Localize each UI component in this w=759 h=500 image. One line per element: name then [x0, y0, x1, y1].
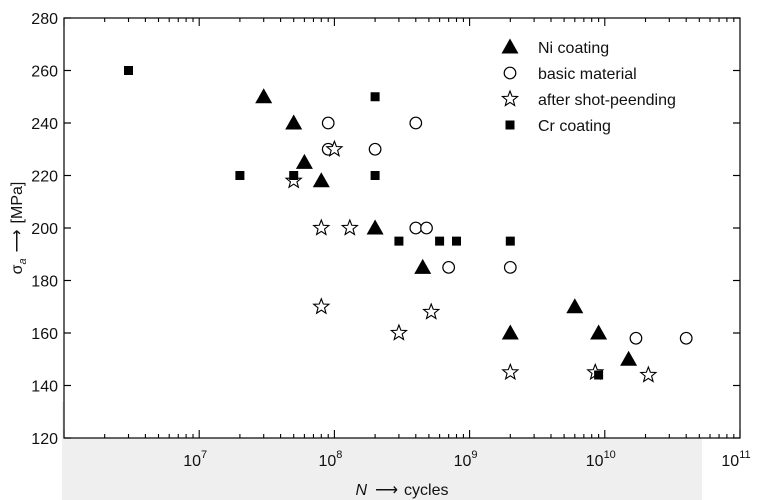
y-tick-label: 200 — [31, 221, 58, 238]
x-tick-base: 10 — [183, 453, 201, 470]
x-tick-exponent: 9 — [471, 449, 477, 461]
y-axis-subscript: a — [17, 258, 29, 264]
y-axis-label: σa⟶[MPa] — [9, 182, 29, 275]
x-axis-symbol: N — [356, 482, 368, 499]
data-point — [629, 331, 643, 345]
legend-label: Cr coating — [538, 118, 611, 135]
data-point — [501, 324, 519, 340]
data-point — [620, 350, 638, 366]
data-points — [124, 66, 693, 383]
data-point — [414, 258, 432, 274]
y-tick-label: 220 — [31, 169, 58, 186]
x-axis-unit: cycles — [404, 482, 448, 499]
x-tick-label: 108 — [318, 449, 342, 470]
x-axis-label: N ⟶ cycles — [356, 482, 449, 499]
y-tick-label: 240 — [31, 116, 58, 133]
legend-marker — [505, 120, 515, 130]
data-point — [409, 221, 423, 235]
legend: Ni coating basic material after shot-peend… — [500, 38, 676, 135]
x-tick-exponent: 10 — [604, 449, 616, 461]
data-point — [420, 221, 433, 235]
data-point — [442, 260, 456, 274]
series-0 — [255, 88, 638, 366]
x-tick-label: 1011 — [721, 449, 750, 470]
y-tick-label: 140 — [31, 379, 58, 396]
x-tick-base: 10 — [721, 453, 739, 470]
x-tick-base: 10 — [454, 453, 472, 470]
y-axis-unit: [MPa] — [9, 182, 26, 224]
legend-label: Ni coating — [538, 40, 609, 57]
data-point — [370, 92, 380, 102]
data-point — [340, 218, 359, 236]
data-point — [409, 116, 423, 130]
legend-marker — [500, 89, 520, 107]
data-point — [394, 236, 404, 246]
x-tick-exponent: 8 — [336, 449, 342, 461]
series-3 — [124, 66, 604, 380]
data-point — [679, 331, 693, 345]
data-point — [312, 172, 330, 188]
legend-label: after shot-peending — [538, 92, 676, 109]
y-tick-label: 180 — [31, 274, 58, 291]
x-tick-exponent: 11 — [739, 449, 750, 461]
data-point — [312, 297, 331, 315]
legend-label: basic material — [538, 66, 637, 83]
x-tick-label: 107 — [183, 449, 207, 470]
data-point — [594, 370, 604, 380]
data-point — [285, 114, 303, 130]
x-tick-base: 10 — [318, 453, 336, 470]
data-point — [451, 236, 461, 246]
data-point — [566, 298, 584, 314]
data-point — [255, 88, 273, 104]
data-point — [501, 362, 520, 381]
legend-marker — [503, 66, 517, 80]
y-tick-labels: 120 140 160 180 200 220 240 260 280 — [31, 11, 58, 448]
svg-text:σa⟶[MPa]: σa⟶[MPa] — [9, 182, 29, 275]
x-tick-label: 1010 — [586, 449, 616, 470]
data-point — [505, 236, 515, 246]
plot-frame — [63, 17, 741, 439]
y-tick-label: 120 — [31, 431, 58, 448]
data-point — [295, 153, 313, 169]
y-tick-label: 280 — [31, 11, 58, 28]
y-tick-label: 160 — [31, 326, 58, 343]
series-1 — [321, 116, 693, 345]
y-tick-label: 260 — [31, 64, 58, 81]
data-point — [366, 219, 384, 235]
data-point — [321, 116, 335, 130]
data-point — [389, 323, 408, 341]
data-point — [124, 66, 134, 75]
x-tick-base: 10 — [586, 453, 604, 470]
data-point — [312, 218, 331, 236]
data-point — [435, 236, 445, 246]
y-axis-symbol: σ — [9, 264, 26, 274]
legend-marker — [501, 38, 519, 54]
data-point — [289, 171, 299, 180]
data-point — [590, 324, 608, 340]
data-point — [503, 260, 517, 274]
data-point — [370, 171, 380, 180]
x-tick-labels: 107 108 109 1010 1011 — [183, 449, 750, 470]
x-tick-label: 109 — [454, 449, 478, 470]
plot-area — [64, 18, 740, 438]
data-point — [368, 142, 382, 156]
data-point — [639, 365, 658, 383]
data-point — [422, 302, 441, 320]
data-point — [235, 171, 245, 180]
x-tick-exponent: 7 — [201, 449, 207, 461]
data-point — [325, 139, 344, 157]
